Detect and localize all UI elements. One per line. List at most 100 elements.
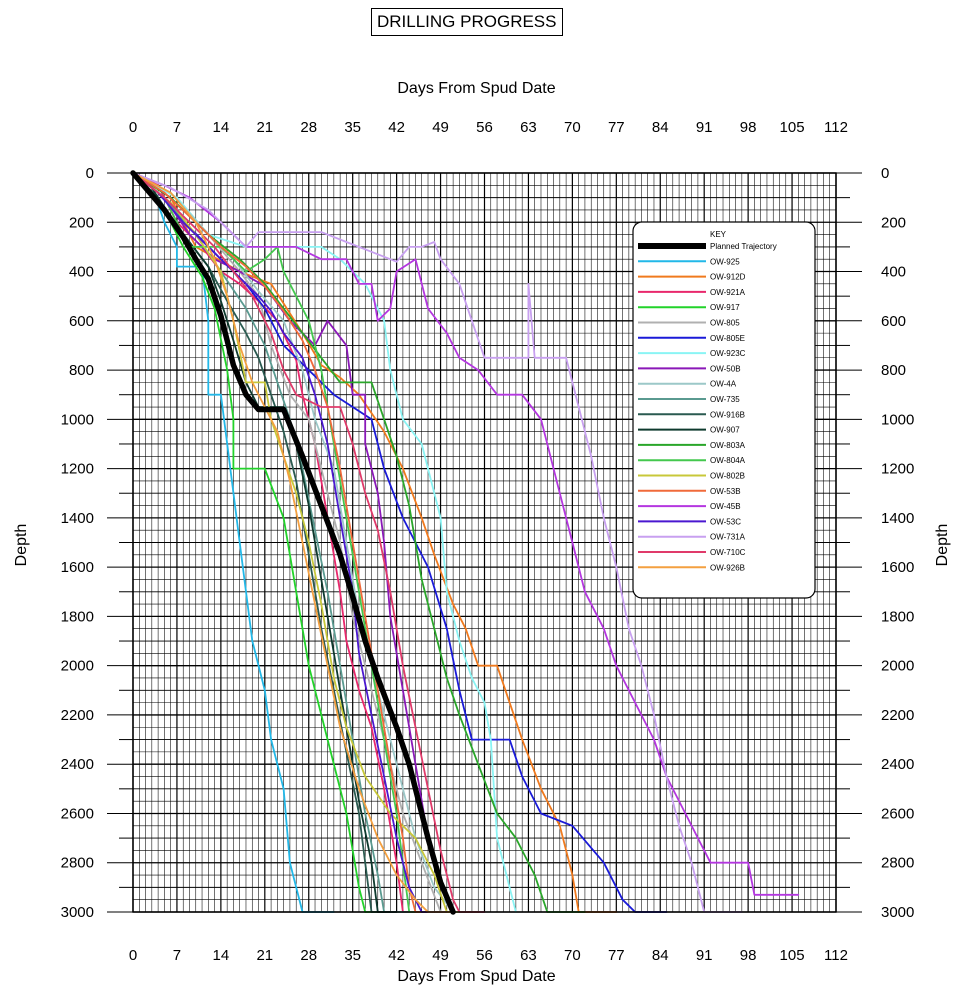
- y-tick-label-right: 200: [881, 214, 906, 231]
- legend-label: Planned Trajectory: [710, 242, 777, 251]
- y-tick-label-left: 2800: [61, 855, 94, 872]
- legend-label: OW-916B: [710, 410, 745, 419]
- x-tick-label-top: 14: [213, 119, 230, 136]
- legend-label: OW-925: [710, 257, 740, 266]
- x-tick-label-bottom: 77: [608, 947, 625, 964]
- y-tick-label-left: 2400: [61, 756, 94, 773]
- x-tick-label-bottom: 49: [432, 947, 449, 964]
- legend-label: OW-53B: [710, 487, 741, 496]
- y-tick-label-left: 1400: [61, 510, 94, 527]
- x-tick-label-bottom: 91: [696, 947, 713, 964]
- x-tick-label-bottom: 112: [824, 947, 848, 964]
- x-tick-label-top: 49: [432, 119, 449, 136]
- y-tick-label-left: 2600: [61, 805, 94, 822]
- x-tick-label-bottom: 70: [564, 947, 581, 964]
- y-tick-label-left: 1600: [61, 559, 94, 576]
- legend-label: OW-735: [710, 395, 740, 404]
- y-tick-label-right: 1000: [881, 411, 914, 428]
- y-tick-label-left: 1200: [61, 461, 94, 478]
- y-tick-label-right: 1800: [881, 608, 914, 625]
- legend-label: OW-731A: [710, 533, 746, 542]
- series-line: [132, 172, 618, 913]
- y-tick-label-right: 800: [881, 362, 906, 379]
- y-tick-label-right: 600: [881, 313, 906, 330]
- legend-label: OW-926B: [710, 563, 745, 572]
- legend-label: OW-804A: [710, 456, 746, 465]
- series-line: [132, 172, 480, 913]
- y-axis-title-right: Depth: [934, 524, 951, 567]
- x-axis-title-bottom: Days From Spud Date: [397, 968, 555, 985]
- legend-label: OW-50B: [710, 364, 741, 373]
- x-tick-label-top: 84: [652, 119, 669, 136]
- y-tick-label-right: 2400: [881, 756, 914, 773]
- x-tick-label-bottom: 0: [129, 947, 137, 964]
- y-tick-label-right: 1600: [881, 559, 914, 576]
- x-tick-label-top: 77: [608, 119, 625, 136]
- y-tick-label-right: 2200: [881, 707, 914, 724]
- series-line: [130, 170, 456, 915]
- x-tick-label-top: 70: [564, 119, 581, 136]
- y-tick-label-left: 3000: [61, 904, 94, 921]
- y-tick-label-right: 2000: [881, 658, 914, 675]
- y-tick-label-left: 1000: [61, 411, 94, 428]
- y-axis-title-left: Depth: [13, 524, 30, 567]
- x-tick-label-top: 35: [344, 119, 361, 136]
- x-tick-label-bottom: 42: [388, 947, 405, 964]
- legend-label: OW-805: [710, 319, 740, 328]
- y-tick-label-left: 600: [69, 313, 94, 330]
- y-tick-label-left: 1800: [61, 608, 94, 625]
- x-tick-label-top: 21: [256, 119, 273, 136]
- legend-label: OW-921A: [710, 288, 746, 297]
- y-tick-label-right: 3000: [881, 904, 914, 921]
- legend-title: KEY: [710, 230, 727, 239]
- series-line: [132, 172, 586, 913]
- legend-label: OW-923C: [710, 349, 746, 358]
- legend-label: OW-912D: [710, 273, 746, 282]
- y-tick-label-left: 0: [86, 165, 94, 182]
- x-tick-label-top: 105: [780, 119, 805, 136]
- legend-label: OW-4A: [710, 380, 737, 389]
- x-tick-label-bottom: 56: [476, 947, 493, 964]
- y-tick-label-left: 400: [69, 264, 94, 281]
- y-tick-label-left: 200: [69, 214, 94, 231]
- x-tick-label-top: 7: [173, 119, 181, 136]
- y-tick-label-left: 2000: [61, 658, 94, 675]
- y-tick-label-right: 2600: [881, 805, 914, 822]
- legend-label: OW-907: [710, 426, 740, 435]
- x-tick-label-bottom: 7: [173, 947, 181, 964]
- x-tick-label-top: 63: [520, 119, 537, 136]
- series-lines: [130, 170, 800, 915]
- legend: KEY Planned Trajectory OW-925 OW-912D OW-921…: [632, 221, 816, 599]
- series-line: [132, 172, 335, 913]
- x-axis-title-top: Days From Spud Date: [397, 80, 555, 97]
- x-tick-label-bottom: 84: [652, 947, 669, 964]
- series-line: [132, 172, 467, 913]
- y-tick-label-right: 1200: [881, 461, 914, 478]
- legend-label: OW-803A: [710, 441, 746, 450]
- legend-label: OW-917: [710, 303, 740, 312]
- series-line: [132, 172, 800, 896]
- plot-axes: 0077141421212828353542424949565663637070…: [13, 80, 951, 985]
- y-tick-label-left: 800: [69, 362, 94, 379]
- x-tick-label-bottom: 28: [300, 947, 317, 964]
- legend-label: OW-805E: [710, 334, 745, 343]
- series-line: [132, 172, 743, 913]
- series-line: [132, 172, 455, 913]
- y-tick-label-right: 400: [881, 264, 906, 281]
- y-tick-label-left: 2200: [61, 707, 94, 724]
- legend-label: OW-53C: [710, 517, 741, 526]
- x-tick-label-top: 0: [129, 119, 137, 136]
- x-tick-label-top: 42: [388, 119, 405, 136]
- x-tick-label-bottom: 98: [740, 947, 757, 964]
- x-tick-label-top: 56: [476, 119, 493, 136]
- series-line: [132, 172, 448, 913]
- legend-label: OW-45B: [710, 502, 741, 511]
- series-line: [132, 172, 386, 913]
- legend-box: [632, 221, 816, 599]
- x-tick-label-bottom: 21: [256, 947, 273, 964]
- x-tick-label-bottom: 35: [344, 947, 361, 964]
- x-tick-label-top: 91: [696, 119, 713, 136]
- x-tick-label-bottom: 63: [520, 947, 537, 964]
- series-line: [132, 172, 486, 913]
